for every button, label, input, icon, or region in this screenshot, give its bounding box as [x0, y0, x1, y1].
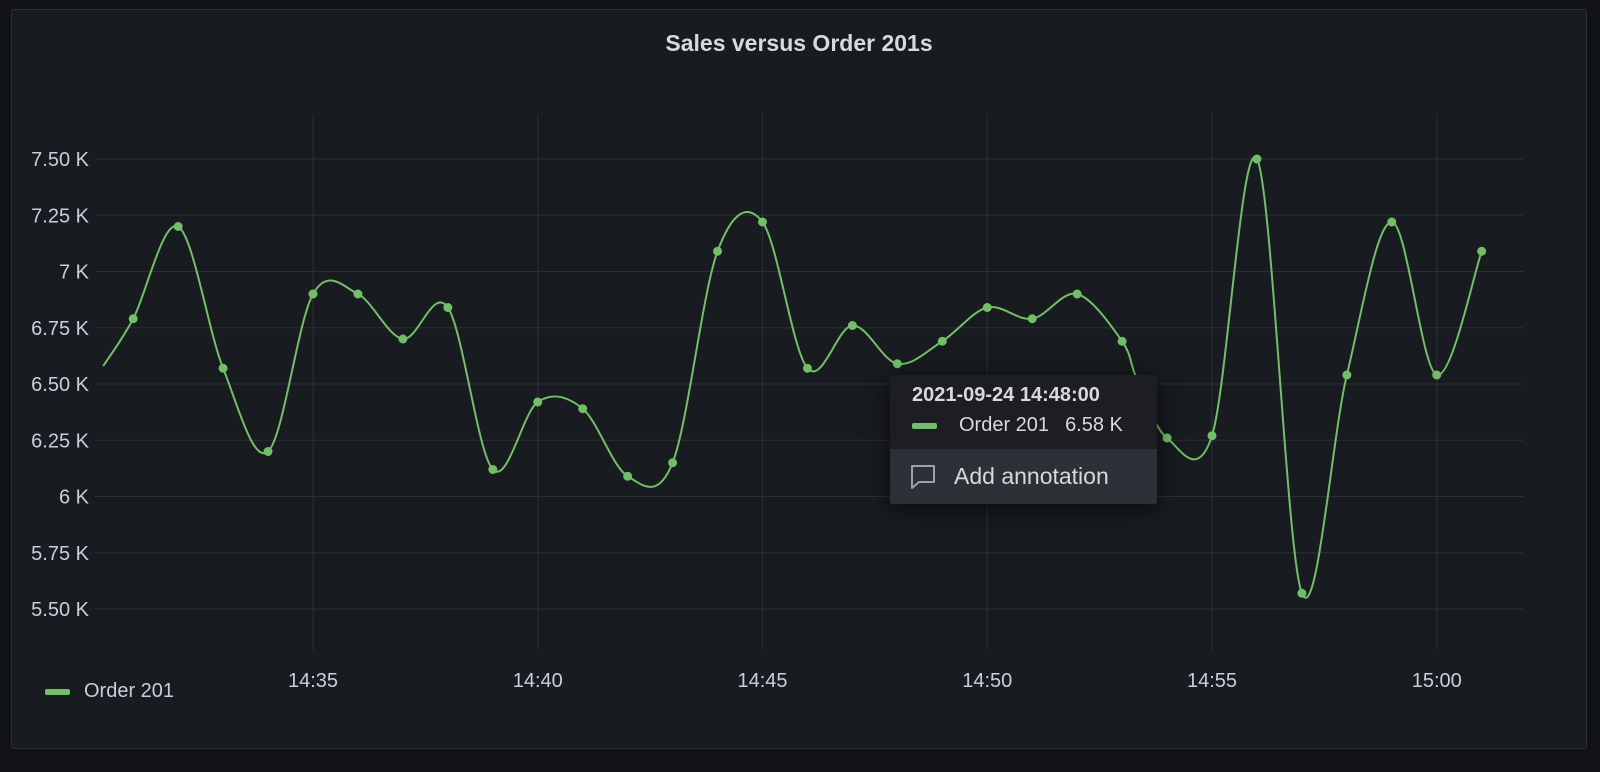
x-tick-label: 14:40	[513, 670, 563, 692]
data-point	[668, 458, 678, 468]
y-tick-label: 7 K	[59, 262, 90, 284]
data-point	[847, 321, 857, 330]
data-point	[218, 363, 228, 373]
data-point	[353, 289, 363, 299]
tooltip-series-row: Order 201 6.58 K	[890, 407, 1157, 449]
tooltip-series-value: 6.58 K	[1065, 414, 1123, 436]
data-point	[488, 465, 498, 474]
data-point	[802, 363, 812, 373]
data-point	[1342, 370, 1352, 380]
x-tick-label: 14:45	[737, 670, 787, 692]
legend-swatch	[45, 688, 70, 695]
add-annotation-button[interactable]: Add annotation	[890, 449, 1157, 504]
y-tick-label: 7.50 K	[31, 149, 89, 171]
data-point	[263, 447, 273, 456]
data-point	[1072, 289, 1082, 299]
data-point	[533, 397, 543, 407]
data-point	[1297, 588, 1307, 598]
data-point	[892, 359, 902, 369]
data-point	[1252, 154, 1262, 164]
comment-icon	[911, 464, 935, 489]
tooltip-timestamp: 2021-09-24 14:48:00	[912, 384, 1100, 406]
x-tick-label: 14:50	[962, 670, 1012, 692]
x-tick-label: 14:55	[1187, 670, 1237, 692]
add-annotation-label: Add annotation	[954, 463, 1109, 489]
x-tick-label: 14:35	[288, 670, 338, 692]
y-tick-label: 6 K	[59, 487, 90, 509]
data-point	[937, 336, 947, 346]
tooltip-series-name: Order 201	[959, 414, 1050, 436]
data-point	[128, 314, 138, 324]
legend-label: Order 201	[84, 680, 175, 702]
series-line-order-201	[102, 156, 1483, 599]
data-point	[623, 471, 633, 481]
chart-panel: Sales versus Order 201s	[11, 9, 1587, 749]
hover-tooltip: 2021-09-24 14:48:00 Order 201 6.58 K Add…	[890, 375, 1157, 504]
x-tick-label: 15:00	[1412, 670, 1462, 692]
data-point	[1027, 314, 1037, 324]
data-point	[1432, 370, 1442, 380]
data-point	[443, 303, 453, 312]
y-tick-label: 7.25 K	[31, 205, 89, 227]
tooltip-series-swatch	[912, 422, 937, 429]
data-point	[713, 246, 723, 256]
panel-title: Sales versus Order 201s	[665, 30, 933, 56]
y-tick-label: 5.50 K	[31, 599, 89, 621]
y-tick-label: 5.75 K	[31, 543, 89, 565]
legend-item-order-201[interactable]: Order 201	[45, 680, 174, 703]
data-point	[1117, 336, 1127, 346]
data-point	[398, 334, 408, 344]
data-point	[758, 217, 767, 227]
y-tick-label: 6.25 K	[31, 430, 89, 452]
data-point	[1207, 431, 1217, 441]
data-point	[1477, 246, 1487, 256]
data-point	[1162, 433, 1172, 443]
data-point	[308, 289, 318, 299]
data-point	[173, 222, 183, 231]
data-point	[578, 404, 588, 414]
y-tick-label: 6.75 K	[31, 318, 89, 340]
y-tick-label: 6.50 K	[31, 374, 89, 396]
data-point	[982, 303, 992, 312]
data-point	[1387, 217, 1397, 227]
